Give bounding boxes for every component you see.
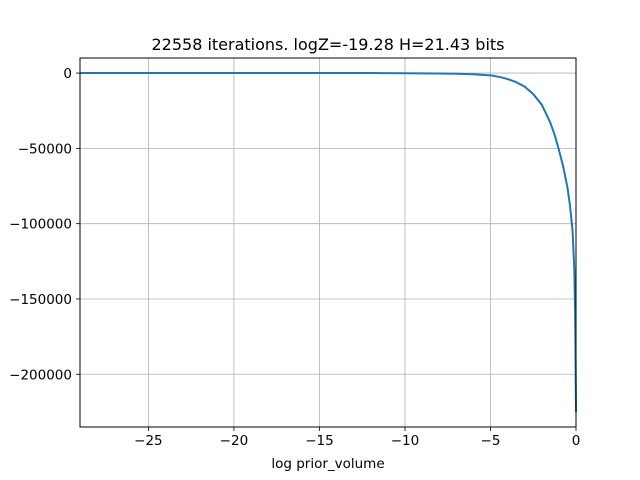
- x-axis-label: log prior_volume: [271, 456, 384, 472]
- axes-frame: [79, 57, 577, 428]
- series-layer: [80, 72, 577, 412]
- y-tick-label: −150000: [9, 292, 72, 308]
- y-tick-label: −100000: [9, 217, 72, 233]
- chart-title: 22558 iterations. logZ=-19.28 H=21.43 bi…: [151, 35, 504, 54]
- y-tick-label: −50000: [18, 141, 72, 157]
- y-tick-label: −200000: [9, 367, 72, 383]
- y-axis-ticks: 0 −50000 −100000 −150000 −200000: [9, 66, 80, 383]
- x-tick-label: 0: [572, 433, 581, 449]
- x-tick-label: −10: [391, 433, 420, 449]
- x-axis-ticks: −25 −20 −15 −10 −5 0: [134, 427, 580, 449]
- x-tick-label: −15: [305, 433, 334, 449]
- x-tick-label: −20: [220, 433, 249, 449]
- y-tick-label: 0: [63, 66, 72, 82]
- series-line: [80, 72, 577, 412]
- x-tick-label: −5: [481, 433, 501, 449]
- x-tick-label: −25: [134, 433, 163, 449]
